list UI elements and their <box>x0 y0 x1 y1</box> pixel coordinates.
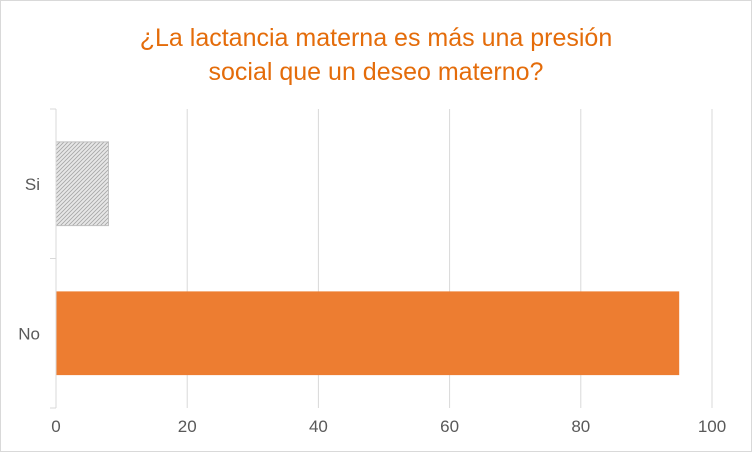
chart-title-line-1: ¿La lactancia materna es más una presión <box>139 24 613 52</box>
x-tick-label-0: 0 <box>51 417 60 436</box>
y-axis-labels: Si No <box>18 175 40 344</box>
category-axis <box>50 108 57 409</box>
x-tick-label-60: 60 <box>440 417 459 436</box>
x-tick-label-80: 80 <box>571 417 590 436</box>
x-axis-ticks: 0 20 40 60 80 100 <box>51 417 726 436</box>
chart-title-line-2: social que un deseo materno? <box>208 58 544 86</box>
bar-si <box>55 141 109 227</box>
x-tick-label-20: 20 <box>178 417 197 436</box>
chart-title: ¿La lactancia materna es más una presión… <box>1 21 751 89</box>
x-tick-label-40: 40 <box>309 417 328 436</box>
bar-no <box>56 291 680 376</box>
x-tick-label-100: 100 <box>698 417 726 436</box>
y-tick-label-no: No <box>18 324 40 343</box>
y-tick-label-si: Si <box>25 175 40 194</box>
bars <box>55 141 680 376</box>
